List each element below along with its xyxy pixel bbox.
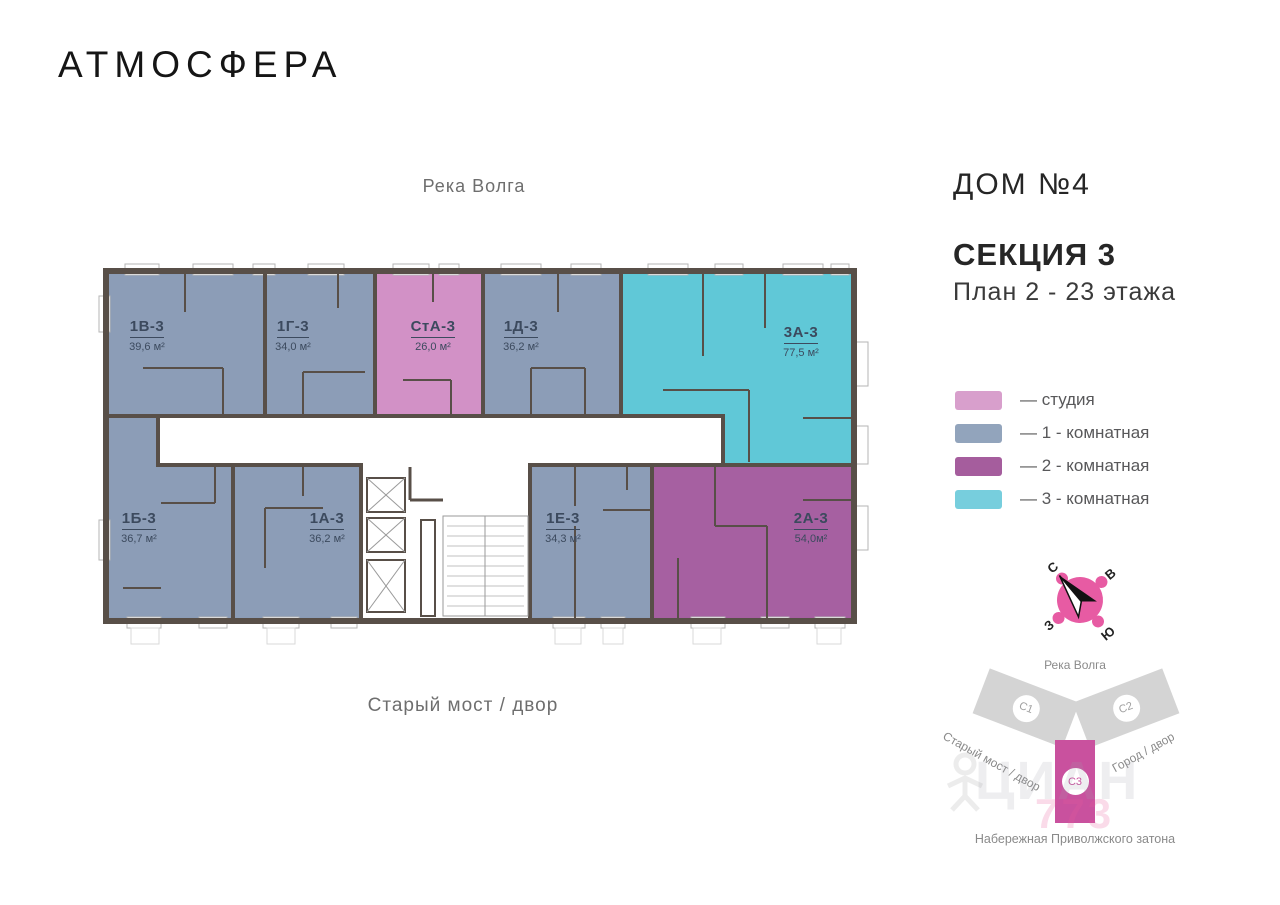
legend-label-3room: — 3 - комнатная	[1020, 489, 1150, 508]
minimap-river-label: Река Волга	[1044, 658, 1106, 672]
apartment-2a3[interactable]	[654, 467, 851, 618]
plan-walls-overlay	[98, 263, 869, 645]
apartment-1d3[interactable]	[483, 274, 621, 416]
floor-plan: 1В-3 39,6 м² 1Г-3 34,0 м² СтА-3 26,0 м² …	[98, 263, 869, 645]
staircase	[420, 515, 529, 617]
compass-rose: С В Ю З	[1041, 558, 1119, 643]
legend-label-1room: — 1 - комнатная	[1020, 423, 1150, 442]
legend-swatch-1room	[955, 423, 1002, 443]
street-label-bottom: Старый мост / двор	[367, 695, 559, 716]
apartment-label-1a3: 1А-3 36,2 м²	[309, 510, 345, 545]
apartment-label-1v3: 1В-3 39,6 м²	[129, 318, 165, 353]
minimap-building-c3-label: С3	[1061, 768, 1089, 795]
apartment-label-1e3: 1Е-3 34,3 м²	[545, 510, 581, 545]
legend-row-1room: — 1 - комнатная	[955, 423, 1149, 443]
apartment-1a3[interactable]	[235, 467, 361, 618]
minimap-building-c2-label: С2	[1108, 690, 1144, 726]
plan-range-subtitle: План 2 - 23 этажа	[953, 278, 1176, 306]
legend-swatch-2room	[955, 456, 1002, 476]
apartment-label-1g3: 1Г-3 34,0 м²	[275, 318, 311, 353]
minimap-building-c1[interactable]: С1	[972, 668, 1080, 748]
river-label-top: Река Волга	[422, 176, 526, 196]
corridor	[160, 418, 721, 463]
legend-row-3room: — 3 - комнатная	[955, 489, 1149, 509]
apartment-1e3[interactable]	[532, 467, 652, 618]
section-title: СЕКЦИЯ 3	[953, 237, 1117, 272]
minimap-bottom-street-label: Набережная Приволжского затона	[974, 832, 1176, 846]
legend-swatch-studio	[955, 390, 1002, 410]
minimap-building-c1-label: С1	[1008, 690, 1044, 726]
atmosfera-logo: АТМОСФЕРА	[58, 44, 343, 85]
apartment-1v3[interactable]	[109, 274, 265, 416]
minimap-right-street-label: Город / двор	[1109, 729, 1177, 776]
apartment-1g3[interactable]	[265, 274, 375, 416]
legend-label-studio: — студия	[1020, 390, 1095, 409]
legend-swatch-3room	[955, 489, 1002, 509]
apartment-label-1b3: 1Б-3 36,7 м²	[121, 510, 157, 545]
elevator-shafts	[366, 477, 406, 613]
apartment-label-1d3: 1Д-3 36,2 м²	[503, 318, 539, 353]
house-title: ДОМ №4	[953, 168, 1091, 201]
legend-row-2room: — 2 - комнатная	[955, 456, 1149, 476]
legend-label-2room: — 2 - комнатная	[1020, 456, 1150, 475]
apartment-label-2a3: 2А-3 54,0м²	[793, 510, 829, 545]
apartment-sta3[interactable]	[375, 274, 483, 416]
apartment-label-3a3: 3А-3 77,5 м²	[783, 324, 819, 359]
minimap-building-c3[interactable]: С3	[1055, 740, 1095, 823]
legend-row-studio: — студия	[955, 390, 1095, 410]
apartment-1b3[interactable]	[109, 467, 233, 618]
apartment-label-sta3: СтА-3 26,0 м²	[410, 318, 456, 353]
minimap-left-street-label: Старый мост / двор	[940, 728, 1043, 794]
